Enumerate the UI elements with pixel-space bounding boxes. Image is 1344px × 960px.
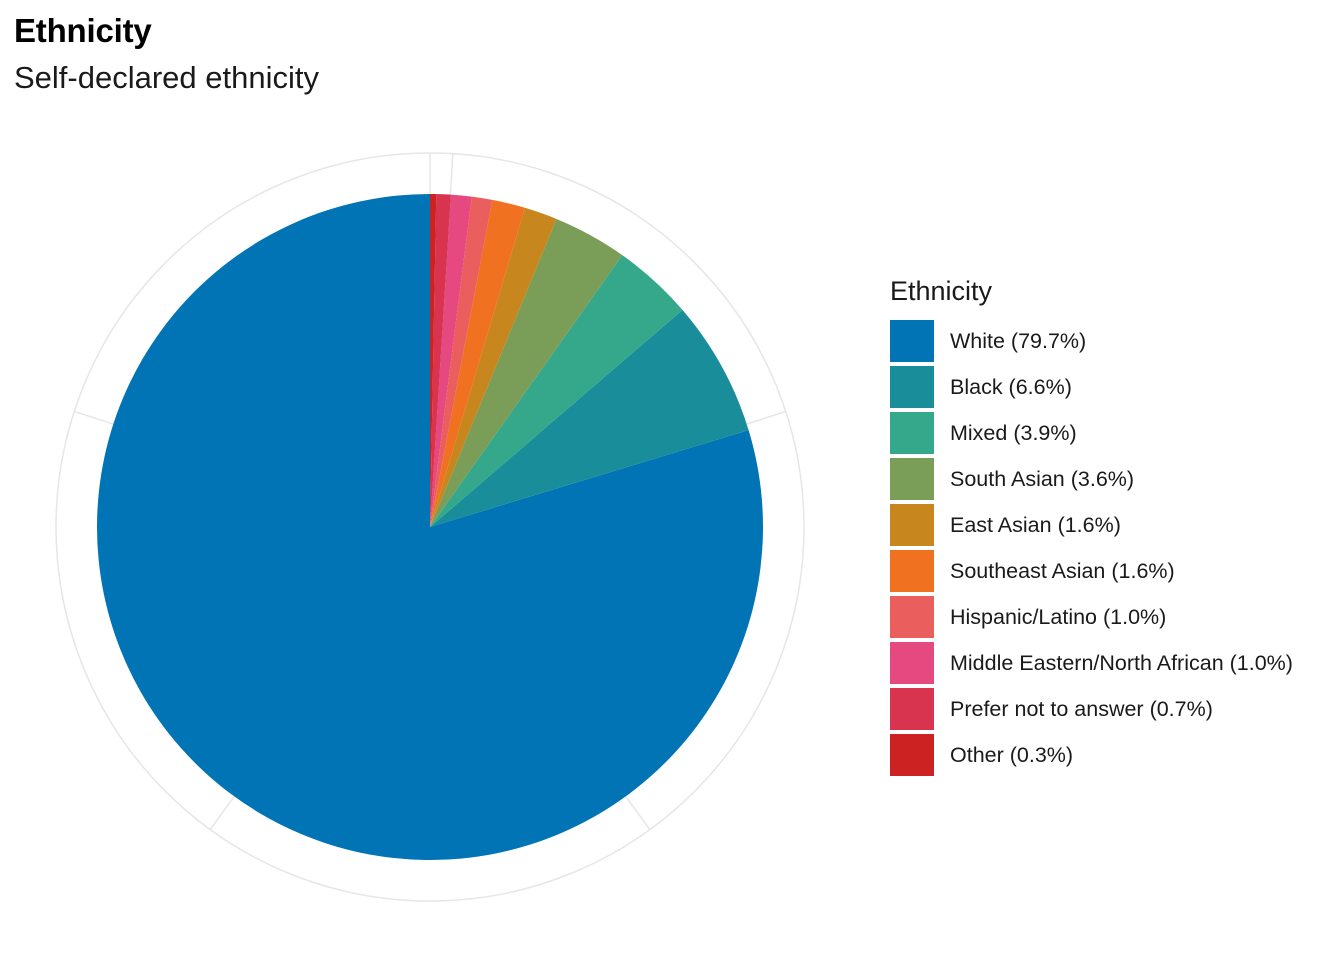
pie-slice-south-asian [430,218,623,528]
legend-item: White (79.7%) [890,318,1293,364]
legend-label: South Asian (3.6%) [950,466,1135,491]
legend: Ethnicity White (79.7%) Black (6.6%) Mixed… [890,274,1293,778]
legend-item: Hispanic/Latino (1.0%) [890,594,1293,640]
legend-label: White (79.7%) [950,328,1087,353]
legend-key-swatch [890,596,934,638]
chart-title: Ethnicity [14,12,152,49]
legend-label: Hispanic/Latino (1.0%) [950,604,1167,629]
legend-items: White (79.7%) Black (6.6%) Mixed (3.9%) Sou… [890,318,1293,778]
chart-subtitle: Self-declared ethnicity [14,60,319,95]
pie-slice-east-asian [430,207,557,527]
pie-slice-southeast-asian [430,199,525,527]
pie-slice-mixed [430,255,683,527]
legend-item: Prefer not to answer (0.7%) [890,686,1293,732]
pie-slice-black [430,309,749,527]
legend-label: Prefer not to answer (0.7%) [950,696,1213,721]
legend-key-swatch [890,642,934,684]
legend-item: Middle Eastern/North African (1.0%) [890,640,1293,686]
legend-item: Black (6.6%) [890,364,1293,410]
legend-label: Black (6.6%) [950,374,1072,399]
legend-title: Ethnicity [890,276,993,306]
pie-slice-middle-eastern-north-african [430,194,472,527]
pie-slice-other [430,194,437,527]
legend-key-swatch [890,412,934,454]
legend-item: Mixed (3.9%) [890,410,1293,456]
legend-label: Southeast Asian (1.6%) [950,558,1175,583]
legend-key-swatch [890,688,934,730]
legend-label: Middle Eastern/North African (1.0%) [950,650,1293,675]
legend-key-swatch [890,458,934,500]
legend-item: South Asian (3.6%) [890,456,1293,502]
legend-label: East Asian (1.6%) [950,512,1121,537]
legend-key-swatch [890,504,934,546]
pie-slices [96,194,763,861]
legend-key-swatch [890,366,934,408]
pie-slice-white [96,194,763,861]
legend-key-swatch [890,550,934,592]
pie-slice-hispanic-latino [430,196,493,528]
legend-item: Southeast Asian (1.6%) [890,548,1293,594]
legend-item: East Asian (1.6%) [890,502,1293,548]
legend-label: Other (0.3%) [950,742,1074,767]
legend-key-swatch [890,320,934,362]
pie-slice-prefer-not-to-answer [430,194,451,528]
legend-label: Mixed (3.9%) [950,420,1077,445]
legend-key-swatch [890,734,934,776]
legend-item: Other (0.3%) [890,732,1293,778]
